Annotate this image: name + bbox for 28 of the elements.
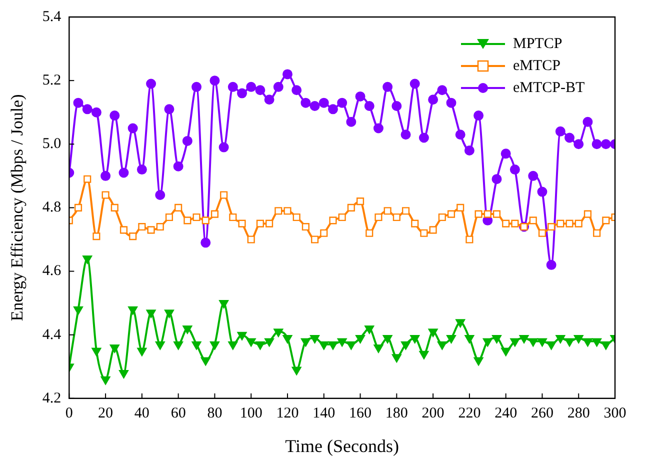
x-tick-label: 300 (604, 405, 626, 422)
x-tick-label: 0 (65, 405, 73, 422)
y-tick-label: 4.6 (42, 263, 62, 280)
x-tick-label: 120 (276, 405, 299, 422)
x-tick-label: 200 (422, 405, 444, 422)
x-tick-label: 220 (458, 405, 481, 422)
x-tick-label: 20 (98, 405, 114, 422)
legend-label: eMTCP-BT (513, 80, 585, 96)
y-tick-label: 4.8 (42, 200, 62, 216)
x-tick-label: 100 (240, 405, 262, 422)
legend-label: MPTCP (513, 36, 562, 52)
x-tick-label: 40 (134, 405, 150, 422)
x-tick-label: 240 (494, 405, 518, 422)
y-axis-title: Energy Efficiency (Mbps / Joule) (8, 94, 27, 322)
x-tick-label: 260 (530, 405, 554, 422)
x-tick-label: 160 (349, 405, 372, 422)
y-tick-label: 5.0 (42, 136, 62, 152)
x-tick-label: 180 (385, 405, 408, 422)
x-tick-label: 280 (567, 405, 590, 422)
x-tick-label: 140 (312, 405, 336, 422)
y-tick-label: 4.2 (42, 390, 62, 406)
x-axis-title: Time (Seconds) (285, 436, 399, 456)
y-tick-label: 5.2 (42, 72, 62, 89)
x-tick-label: 80 (207, 405, 222, 422)
x-tick-label: 60 (170, 405, 186, 422)
y-tick-label: 4.4 (42, 326, 62, 343)
legend-label: eMTCP (513, 58, 561, 74)
y-tick-label: 5.4 (42, 8, 62, 25)
